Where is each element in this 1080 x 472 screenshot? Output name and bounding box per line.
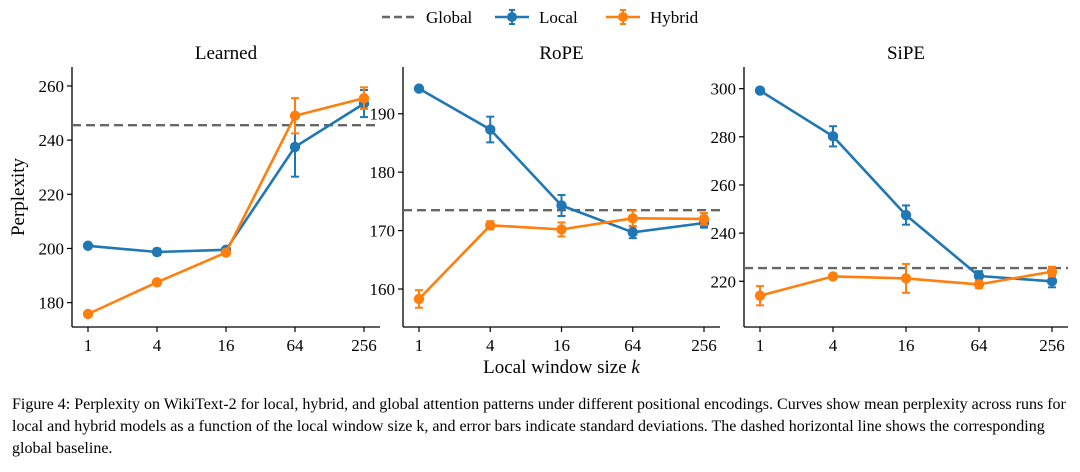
data-point-hybrid: [754, 290, 766, 301]
data-point-hybrid: [627, 213, 638, 224]
data-point-hybrid: [220, 247, 232, 258]
legend-label: Hybrid: [650, 8, 699, 27]
x-tick-label: 1: [415, 336, 424, 355]
data-point-hybrid: [973, 279, 985, 290]
series-hybrid: [754, 262, 1058, 307]
data-point-local: [82, 240, 94, 251]
x-axis-label: Local window size k: [483, 357, 640, 378]
legend-label: Global: [426, 8, 473, 27]
chart-svg: Global Local Hybrid Learned 180 200 220 240 260 1…: [8, 8, 1068, 378]
legend-item-local: Local: [495, 8, 578, 27]
panel-rope: RoPE 160 170 180 190 1 4 16 64 256 Local window si…: [370, 43, 720, 378]
legend-marker: [618, 12, 628, 22]
panel-sipe: SiPE 220 240 260 280 300 1 4 16 64 256: [711, 43, 1068, 355]
data-point-local: [485, 124, 496, 135]
data-point-hybrid: [485, 220, 496, 231]
legend-item-global: Global: [382, 8, 473, 27]
figure: Global Local Hybrid Learned 180 200 220 240 260 1…: [8, 8, 1068, 378]
data-point-local: [413, 83, 425, 94]
data-point-hybrid: [827, 271, 839, 282]
series-local: [754, 85, 1058, 289]
y-axis-label: Perplexity: [8, 157, 29, 236]
x-tick-label: 256: [351, 336, 377, 355]
series-line-local: [759, 89, 1053, 283]
y-tick-label: 200: [39, 239, 65, 258]
legend: Global Local Hybrid: [382, 8, 699, 27]
data-point-local: [1046, 276, 1058, 287]
y-tick-label: 220: [39, 185, 65, 204]
x-tick-label: 4: [829, 336, 838, 355]
data-point-hybrid: [151, 277, 163, 288]
data-point-local: [627, 227, 638, 238]
data-point-hybrid: [358, 92, 370, 104]
data-point-hybrid: [289, 110, 301, 121]
data-point-local: [289, 141, 301, 153]
figure-caption: Figure 4: Perplexity on WikiText-2 for l…: [12, 396, 1066, 457]
data-point-local: [973, 270, 985, 282]
y-tick-label: 220: [711, 272, 737, 291]
data-point-local: [827, 131, 839, 142]
series-hybrid: [82, 86, 370, 320]
x-tick-label: 16: [898, 336, 915, 355]
data-point-hybrid: [698, 213, 710, 225]
panel-title: RoPE: [539, 43, 583, 64]
y-tick-label: 260: [39, 77, 65, 96]
x-tick-label: 256: [691, 336, 717, 355]
legend-marker: [507, 12, 517, 22]
panel-title: SiPE: [887, 43, 925, 64]
x-tick-label: 16: [218, 336, 235, 355]
series-local: [82, 89, 370, 258]
data-point-hybrid: [1046, 266, 1058, 277]
data-point-hybrid: [82, 308, 94, 320]
y-tick-label: 170: [370, 222, 396, 241]
y-tick-label: 180: [39, 294, 65, 313]
y-tick-label: 190: [370, 105, 396, 124]
legend-item-hybrid: Hybrid: [606, 8, 699, 27]
x-tick-label: 1: [84, 336, 93, 355]
panel-title: Learned: [195, 43, 258, 64]
y-tick-label: 260: [711, 176, 737, 195]
data-point-hybrid: [413, 293, 425, 305]
series-hybrid: [413, 209, 710, 309]
data-point-hybrid: [556, 224, 567, 235]
x-tick-label: 256: [1039, 336, 1065, 355]
y-tick-label: 240: [711, 224, 737, 243]
y-tick-label: 180: [370, 163, 396, 182]
x-tick-label: 64: [287, 336, 305, 355]
x-tick-label: 4: [153, 336, 162, 355]
data-point-local: [900, 209, 912, 221]
x-tick-label: 1: [756, 336, 765, 355]
data-point-local: [556, 200, 567, 211]
y-tick-label: 280: [711, 128, 737, 147]
y-tick-label: 160: [370, 280, 396, 299]
y-tick-label: 240: [39, 131, 65, 150]
x-tick-label: 64: [624, 336, 642, 355]
data-point-local: [754, 85, 766, 96]
y-tick-label: 300: [711, 80, 737, 99]
panel-learned: Learned 180 200 220 240 260 1 4 16 64 256 Perplexit…: [8, 43, 380, 355]
data-point-hybrid: [900, 273, 912, 284]
x-tick-label: 4: [486, 336, 495, 355]
data-point-local: [151, 246, 163, 258]
x-tick-label: 64: [971, 336, 989, 355]
series-local: [413, 83, 710, 240]
x-tick-label: 16: [553, 336, 570, 355]
legend-label: Local: [539, 8, 578, 27]
